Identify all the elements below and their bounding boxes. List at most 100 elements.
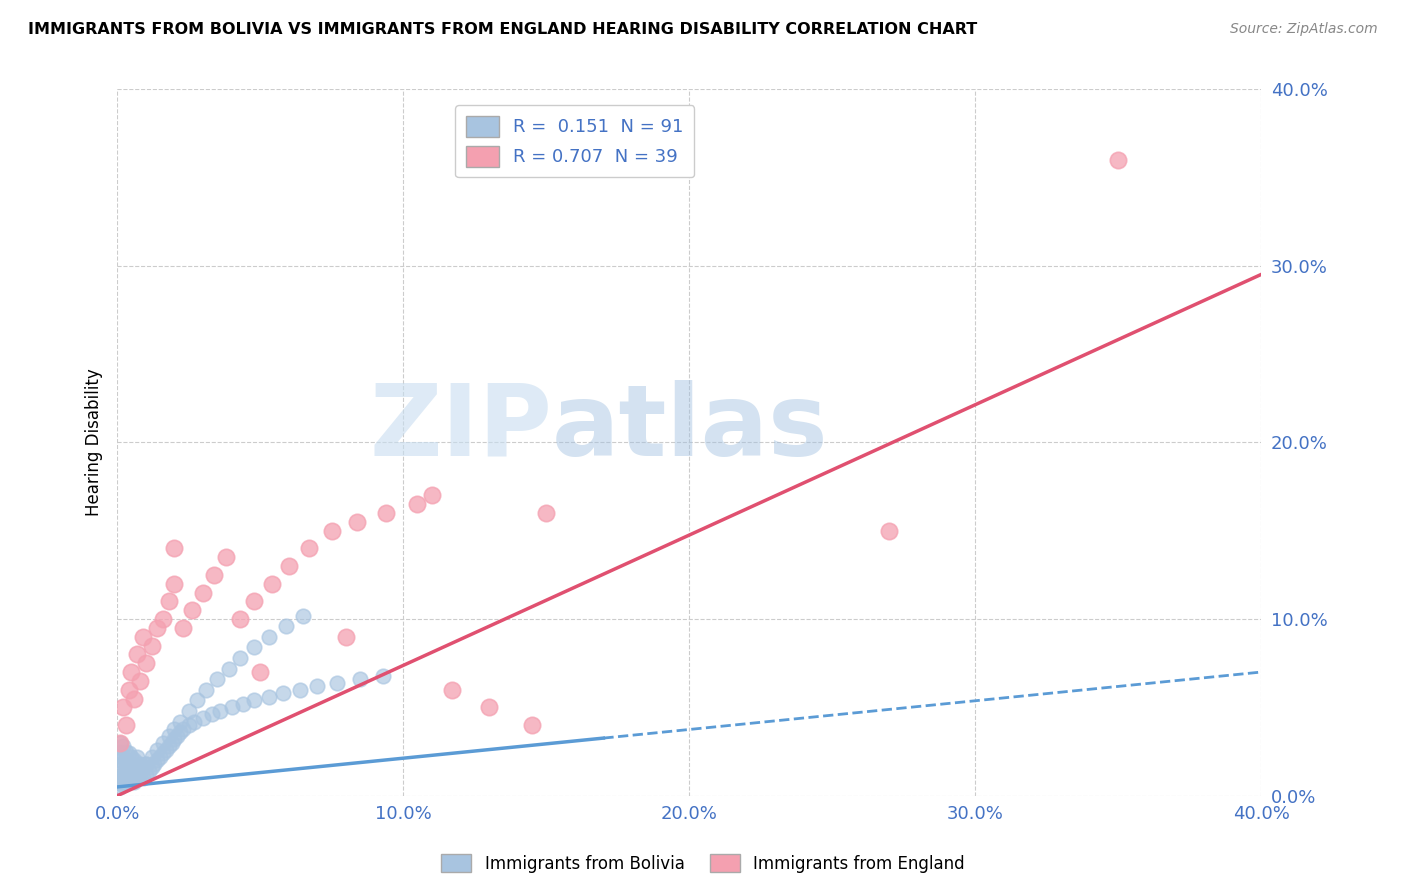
- Point: [163, 541, 186, 556]
- Point: [108, 780, 131, 794]
- Point: [132, 771, 155, 785]
- Point: [155, 743, 177, 757]
- Point: [111, 774, 134, 789]
- Text: atlas: atlas: [553, 380, 828, 476]
- Point: [177, 718, 200, 732]
- Point: [114, 769, 136, 783]
- Point: [346, 515, 368, 529]
- Point: [229, 651, 252, 665]
- Point: [157, 739, 180, 754]
- Point: [177, 704, 200, 718]
- Point: [108, 771, 131, 785]
- Point: [298, 541, 321, 556]
- Point: [349, 672, 371, 686]
- Point: [135, 756, 157, 771]
- Point: [111, 750, 134, 764]
- Point: [879, 524, 901, 538]
- Point: [111, 771, 134, 785]
- Point: [257, 690, 280, 704]
- Point: [135, 657, 157, 671]
- Point: [215, 550, 238, 565]
- Point: [108, 774, 131, 789]
- Point: [152, 612, 174, 626]
- Point: [243, 640, 266, 655]
- Point: [271, 686, 294, 700]
- Point: [127, 771, 149, 785]
- Point: [132, 630, 155, 644]
- Point: [243, 594, 266, 608]
- Point: [121, 771, 143, 785]
- Point: [121, 772, 143, 787]
- Point: [406, 497, 429, 511]
- Point: [1107, 153, 1129, 167]
- Point: [121, 765, 143, 780]
- Text: ZIP: ZIP: [368, 380, 553, 476]
- Point: [138, 764, 160, 778]
- Point: [373, 668, 395, 682]
- Point: [326, 675, 349, 690]
- Point: [135, 756, 157, 771]
- Point: [194, 682, 217, 697]
- Point: [146, 621, 169, 635]
- Legend: R =  0.151  N = 91, R = 0.707  N = 39: R = 0.151 N = 91, R = 0.707 N = 39: [456, 105, 695, 178]
- Point: [149, 750, 172, 764]
- Point: [166, 729, 188, 743]
- Point: [121, 750, 143, 764]
- Point: [183, 714, 205, 729]
- Point: [111, 767, 134, 781]
- Point: [172, 621, 194, 635]
- Point: [520, 718, 543, 732]
- Point: [534, 506, 557, 520]
- Point: [124, 691, 146, 706]
- Point: [129, 756, 152, 771]
- Point: [124, 753, 146, 767]
- Point: [129, 673, 152, 688]
- Point: [111, 756, 134, 771]
- Point: [124, 764, 146, 778]
- Point: [169, 714, 191, 729]
- Point: [152, 747, 174, 761]
- Point: [108, 762, 131, 776]
- Point: [160, 736, 183, 750]
- Point: [117, 756, 139, 771]
- Point: [277, 559, 299, 574]
- Point: [335, 630, 357, 644]
- Point: [108, 736, 131, 750]
- Point: [163, 576, 186, 591]
- Point: [117, 747, 139, 761]
- Point: [243, 693, 266, 707]
- Point: [169, 725, 191, 739]
- Point: [307, 679, 329, 693]
- Point: [108, 745, 131, 759]
- Point: [290, 682, 312, 697]
- Point: [146, 743, 169, 757]
- Point: [127, 648, 149, 662]
- Point: [207, 672, 229, 686]
- Point: [157, 594, 180, 608]
- Point: [111, 739, 134, 754]
- Point: [180, 603, 202, 617]
- Point: [117, 774, 139, 789]
- Point: [321, 524, 343, 538]
- Point: [152, 736, 174, 750]
- Point: [157, 729, 180, 743]
- Point: [200, 707, 222, 722]
- Point: [143, 756, 166, 771]
- Point: [172, 722, 194, 736]
- Point: [114, 776, 136, 790]
- Point: [127, 767, 149, 781]
- Point: [135, 767, 157, 781]
- Point: [141, 760, 163, 774]
- Point: [229, 612, 252, 626]
- Point: [260, 576, 283, 591]
- Point: [114, 745, 136, 759]
- Point: [129, 767, 152, 781]
- Point: [478, 700, 501, 714]
- Point: [209, 704, 232, 718]
- Point: [127, 750, 149, 764]
- Point: [132, 760, 155, 774]
- Point: [121, 665, 143, 679]
- Point: [191, 585, 214, 599]
- Point: [132, 760, 155, 774]
- Point: [186, 693, 208, 707]
